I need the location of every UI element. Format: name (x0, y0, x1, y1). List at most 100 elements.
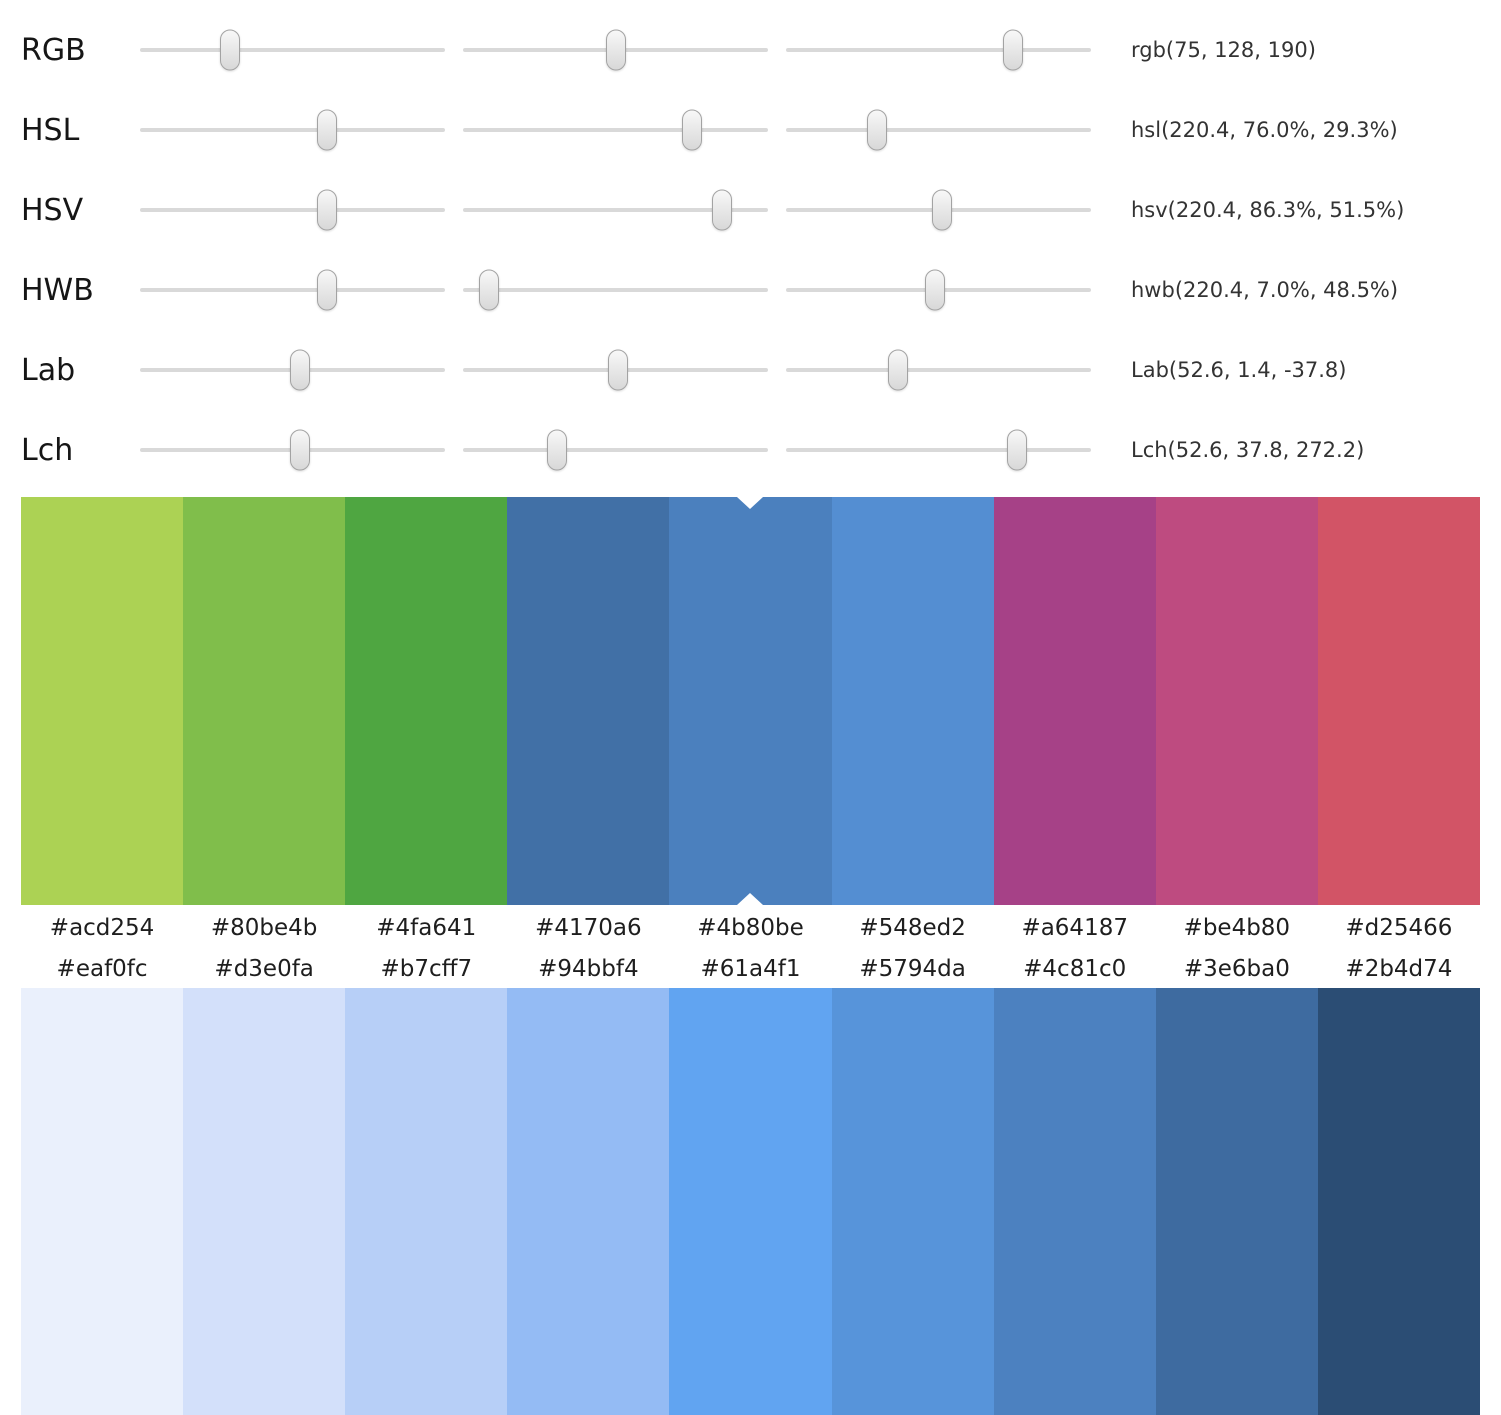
lightness-swatch[interactable] (993, 988, 1156, 1415)
hsl-value-text: hsl(220.4, 76.0%, 29.3%) (1131, 118, 1398, 142)
hue-swatch[interactable] (831, 497, 994, 905)
slider-thumb[interactable] (887, 349, 908, 391)
red-slider[interactable] (140, 27, 445, 73)
slider-thumb[interactable] (606, 29, 627, 71)
slider-thumb[interactable] (681, 109, 702, 151)
hue-swatch[interactable] (1155, 497, 1318, 905)
hsl-hue-slider[interactable] (140, 107, 445, 153)
slider-track (140, 288, 445, 292)
lch-l-slider[interactable] (140, 427, 445, 473)
colorspace-label-hsl: HSL (21, 112, 80, 148)
lightness-swatch[interactable] (1317, 988, 1480, 1415)
lightness-hex-labels: #eaf0fc #d3e0fa #b7cff7 #94bbf4 #61a4f1 … (21, 950, 1480, 988)
hue-hex-labels: #acd254 #80be4b #4fa641 #4170a6 #4b80be … (21, 905, 1480, 950)
hex-code-label: #d3e0fa (214, 956, 314, 982)
lch-c-slider[interactable] (463, 427, 768, 473)
slider-track (140, 128, 445, 132)
selected-marker-top-icon (737, 497, 764, 509)
hue-palette (21, 497, 1480, 905)
lightness-swatch[interactable] (21, 988, 184, 1415)
rgb-value-text: rgb(75, 128, 190) (1131, 38, 1316, 62)
hue-swatch-selected[interactable] (669, 497, 832, 905)
hex-code-label: #548ed2 (859, 914, 966, 941)
slider-thumb[interactable] (316, 269, 337, 311)
slider-thumb[interactable] (712, 189, 733, 231)
hsv-saturation-slider[interactable] (463, 187, 768, 233)
selected-marker-bottom-icon (737, 893, 764, 905)
lightness-swatch[interactable] (345, 988, 508, 1415)
slider-thumb[interactable] (316, 109, 337, 151)
hue-swatch[interactable] (345, 497, 508, 905)
hwb-whiteness-slider[interactable] (463, 267, 768, 313)
slider-row-hwb: HWB hwb(220.4, 7.0%, 48.5%) (0, 250, 1501, 330)
hwb-blackness-slider[interactable] (786, 267, 1091, 313)
slider-track (463, 448, 768, 452)
lightness-swatch[interactable] (669, 988, 832, 1415)
colorspace-label-hwb: HWB (21, 272, 94, 308)
slider-thumb[interactable] (931, 189, 952, 231)
slider-thumb[interactable] (1006, 429, 1027, 471)
colorspace-label-rgb: RGB (21, 32, 86, 68)
lab-a-slider[interactable] (463, 347, 768, 393)
hue-swatch[interactable] (1317, 497, 1480, 905)
slider-track (786, 128, 1091, 132)
hex-code-label: #61a4f1 (700, 956, 801, 982)
hex-code-label: #acd254 (49, 914, 155, 941)
blue-slider[interactable] (786, 27, 1091, 73)
hex-code-label: #2b4d74 (1345, 956, 1453, 982)
lightness-swatch[interactable] (183, 988, 346, 1415)
slider-track (140, 208, 445, 212)
slider-thumb[interactable] (316, 189, 337, 231)
slider-thumb[interactable] (290, 349, 311, 391)
green-slider[interactable] (463, 27, 768, 73)
slider-track (463, 128, 768, 132)
hue-swatch[interactable] (183, 497, 346, 905)
lab-l-slider[interactable] (140, 347, 445, 393)
slider-track (140, 48, 445, 52)
hex-code-label: #80be4b (210, 914, 318, 941)
slider-thumb[interactable] (290, 429, 311, 471)
hue-swatch[interactable] (993, 497, 1156, 905)
hex-code-label: #5794da (859, 956, 966, 982)
lch-h-slider[interactable] (786, 427, 1091, 473)
hwb-hue-slider[interactable] (140, 267, 445, 313)
hsl-saturation-slider[interactable] (463, 107, 768, 153)
lightness-swatch[interactable] (831, 988, 994, 1415)
slider-thumb[interactable] (478, 269, 499, 311)
slider-track (786, 368, 1091, 372)
slider-row-hsl: HSL hsl(220.4, 76.0%, 29.3%) (0, 90, 1501, 170)
hwb-value-text: hwb(220.4, 7.0%, 48.5%) (1131, 278, 1399, 302)
lightness-palette (21, 988, 1480, 1415)
hsv-value-text: hsv(220.4, 86.3%, 51.5%) (1131, 198, 1405, 222)
slider-thumb[interactable] (607, 349, 628, 391)
hex-code-label: #b7cff7 (380, 956, 473, 982)
hsl-lightness-slider[interactable] (786, 107, 1091, 153)
colorspace-label-hsv: HSV (21, 192, 84, 228)
lch-value-text: Lch(52.6, 37.8, 272.2) (1131, 438, 1365, 462)
lightness-swatch[interactable] (1155, 988, 1318, 1415)
colorspace-label-lch: Lch (21, 432, 74, 468)
slider-thumb[interactable] (925, 269, 946, 311)
hsv-value-slider[interactable] (786, 187, 1091, 233)
hue-swatch[interactable] (507, 497, 670, 905)
slider-thumb[interactable] (866, 109, 887, 151)
lightness-swatch[interactable] (507, 988, 670, 1415)
hue-swatch[interactable] (21, 497, 184, 905)
slider-thumb[interactable] (219, 29, 240, 71)
slider-thumb[interactable] (546, 429, 567, 471)
hex-code-label: #4170a6 (535, 914, 642, 941)
hex-code-label: #a64187 (1021, 914, 1128, 941)
slider-track (786, 48, 1091, 52)
hsv-hue-slider[interactable] (140, 187, 445, 233)
slider-row-rgb: RGB rgb(75, 128, 190) (0, 10, 1501, 90)
hex-code-label: #4fa641 (376, 914, 477, 941)
hex-code-label: #be4b80 (1183, 914, 1291, 941)
slider-track (463, 288, 768, 292)
slider-row-hsv: HSV hsv(220.4, 86.3%, 51.5%) (0, 170, 1501, 250)
color-slider-panel: RGB rgb(75, 128, 190) HSL hsl(220.4, (0, 0, 1501, 497)
lab-b-slider[interactable] (786, 347, 1091, 393)
slider-row-lab: Lab Lab(52.6, 1.4, -37.8) (0, 330, 1501, 410)
hex-code-label: #4c81c0 (1023, 956, 1127, 982)
hex-code-label: #eaf0fc (56, 956, 148, 982)
slider-thumb[interactable] (1003, 29, 1024, 71)
